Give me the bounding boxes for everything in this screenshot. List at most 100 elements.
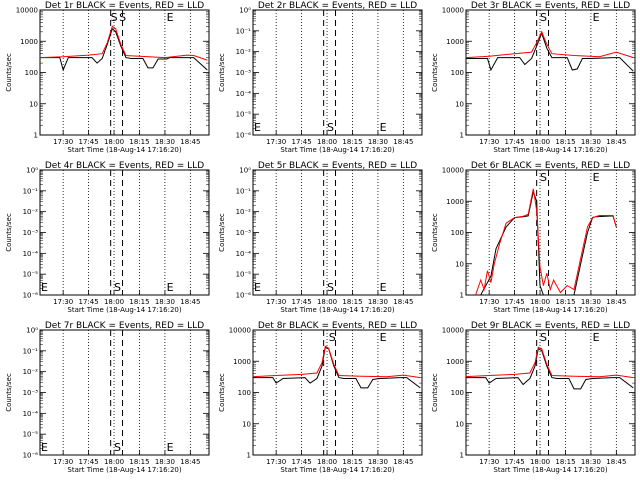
x-tick-label: 17:30 [266, 458, 286, 466]
y-tick-label: 10⁰ [239, 167, 251, 175]
x-tick-label: 18:30 [155, 458, 175, 466]
y-tick-label: 100 [451, 389, 464, 397]
x-tick-label: 18:45 [606, 458, 626, 466]
x-axis-label: Start Time (18-Aug-14 17:16:20) [280, 306, 394, 314]
y-tick-label: 10⁻⁵ [23, 431, 39, 439]
y-tick-label: 10⁻³ [236, 229, 252, 237]
x-tick-label: 18:45 [606, 298, 626, 306]
x-tick-label: 18:15 [555, 138, 575, 146]
y-tick-label: 10⁻³ [23, 229, 39, 237]
x-tick-label: 18:30 [581, 298, 601, 306]
x-axis-label: Start Time (18-Aug-14 17:16:20) [67, 306, 181, 314]
x-tick-label: 18:30 [368, 138, 388, 146]
panel-det-5: Det 5r BLACK = Events, RED = LLD 10⁻⁶ 10⁻⁵… [218, 161, 423, 314]
panel-title: Det 9r BLACK = Events, RED = LLD [471, 321, 630, 331]
y-tick-label: 10⁻⁶ [236, 292, 252, 300]
x-tick-label: 17:45 [505, 458, 525, 466]
y-tick-label: 10 [29, 100, 38, 108]
y-tick-label: 10⁻⁶ [23, 452, 39, 460]
panel-title: Det 5r BLACK = Events, RED = LLD [258, 161, 417, 171]
panel-det-9: Det 9r BLACK = Events, RED = LLD 1 10 100 10… [431, 321, 636, 474]
x-tick-label: 17:45 [79, 138, 99, 146]
x-axis-label: Start Time (18-Aug-14 17:16:20) [280, 146, 394, 154]
x-axis-label: Start Time (18-Aug-14 17:16:20) [493, 146, 607, 154]
y-tick-label: 10⁻¹ [236, 27, 252, 35]
y-tick-label: 10⁻⁵ [236, 111, 252, 119]
y-tick-label: 10000 [16, 7, 38, 15]
y-tick-label: 1 [460, 452, 464, 460]
x-tick-label: 18:45 [393, 138, 413, 146]
panel-det-7: Det 7r BLACK = Events, RED = LLD 10⁻⁶ 10⁻⁵… [5, 321, 210, 474]
plot-frame [465, 329, 636, 456]
marker-e: E [380, 331, 387, 344]
x-tick-label: 18:15 [555, 298, 575, 306]
x-tick-label: 17:45 [292, 138, 312, 146]
y-tick-label: 10⁻⁵ [23, 271, 39, 279]
panel-det-2: Det 2r BLACK = Events, RED = LLD 10⁻⁶ 10⁻⁵… [218, 1, 423, 154]
plot-frame [39, 9, 210, 136]
y-tick-label: 10⁻² [23, 368, 39, 376]
x-tick-label: 18:00 [317, 138, 337, 146]
x-tick-label: 17:30 [479, 458, 499, 466]
y-tick-label: 10⁻⁴ [23, 410, 39, 418]
x-tick-label: 18:45 [393, 458, 413, 466]
y-tick-label: 10⁻⁶ [23, 292, 39, 300]
x-tick-label: 17:30 [266, 138, 286, 146]
panel-det-3: Det 3r BLACK = Events, RED = LLD 1 10 100 10… [431, 1, 636, 154]
y-tick-label: 1000 [446, 358, 464, 366]
y-axis-label: Counts/sec [5, 213, 13, 252]
marker-e: E [254, 121, 261, 134]
marker-s: S [111, 11, 118, 24]
x-tick-label: 17:45 [79, 458, 99, 466]
x-tick-label: 17:45 [505, 138, 525, 146]
y-axis-label: Counts/sec [5, 53, 13, 92]
x-axis-label: Start Time (18-Aug-14 17:16:20) [67, 466, 181, 474]
y-axis-label: Counts/sec [431, 53, 439, 92]
x-tick-label: 17:30 [53, 138, 73, 146]
x-tick-label: 17:30 [53, 458, 73, 466]
y-tick-label: 10⁻⁶ [236, 132, 252, 140]
panel-det-6: Det 6r BLACK = Events, RED = LLD 1 10 100 10… [431, 161, 636, 314]
y-tick-label: 10⁻² [23, 208, 39, 216]
y-tick-label: 1 [34, 132, 38, 140]
panel-title: Det 6r BLACK = Events, RED = LLD [471, 161, 630, 171]
x-tick-label: 18:00 [530, 458, 550, 466]
x-axis-label: Start Time (18-Aug-14 17:16:20) [493, 466, 607, 474]
marker-s: S [540, 331, 547, 344]
x-tick-label: 18:30 [155, 298, 175, 306]
y-tick-label: 100 [25, 69, 38, 77]
marker-s: S [119, 11, 126, 24]
series-lld-line [466, 346, 634, 379]
x-tick-label: 18:15 [342, 458, 362, 466]
series-events-line [466, 348, 634, 390]
x-tick-label: 17:45 [292, 298, 312, 306]
y-tick-label: 10⁻¹ [23, 347, 39, 355]
x-tick-label: 18:15 [342, 138, 362, 146]
y-tick-label: 10⁻¹ [23, 187, 39, 195]
x-tick-label: 18:30 [581, 138, 601, 146]
plot-frame [252, 329, 423, 456]
y-axis-label: Counts/sec [431, 373, 439, 412]
plot-frame [39, 329, 210, 456]
marker-e: E [593, 171, 600, 184]
y-tick-label: 10⁻⁵ [236, 271, 252, 279]
plot-frame [252, 9, 423, 136]
y-tick-label: 10 [242, 420, 251, 428]
panel-det-1: Det 1r BLACK = Events, RED = LLD 1 10 100 10… [5, 1, 210, 154]
panel-title: Det 3r BLACK = Events, RED = LLD [471, 1, 630, 11]
y-tick-label: 10 [455, 100, 464, 108]
y-tick-label: 1000 [20, 38, 38, 46]
x-tick-label: 18:45 [180, 138, 200, 146]
panel-title: Det 4r BLACK = Events, RED = LLD [45, 161, 204, 171]
x-tick-label: 17:45 [505, 298, 525, 306]
marker-e: E [41, 281, 48, 294]
plot-frame [39, 169, 210, 296]
y-axis-label: Counts/sec [5, 373, 13, 412]
marker-s: S [114, 281, 121, 294]
x-tick-label: 18:30 [155, 138, 175, 146]
marker-s: S [327, 121, 334, 134]
y-tick-label: 1000 [446, 38, 464, 46]
panel-title: Det 7r BLACK = Events, RED = LLD [45, 321, 204, 331]
x-tick-label: 18:00 [530, 138, 550, 146]
